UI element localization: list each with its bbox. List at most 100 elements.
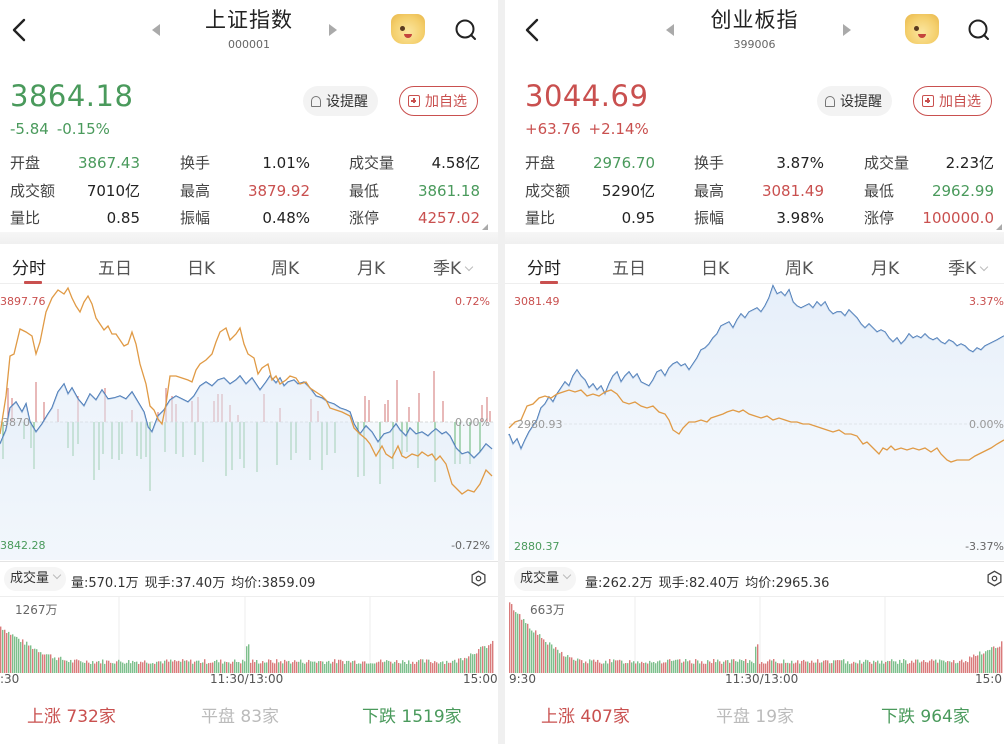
- stat-label: 最低: [864, 182, 895, 200]
- index-title: 上证指数: [205, 8, 293, 32]
- settings-hexagon-icon[interactable]: [470, 570, 487, 587]
- add-watchlist-button[interactable]: 加自选: [913, 86, 992, 116]
- stat-label: 最低: [349, 182, 380, 200]
- back-arrow-icon[interactable]: [8, 14, 32, 46]
- set-alert-label: 设提醒: [326, 94, 368, 110]
- stat-value: 3.87%: [776, 154, 824, 172]
- intraday-chart-canvas: [0, 286, 494, 560]
- current-price: 3044.69: [525, 79, 649, 113]
- next-index-arrow-icon[interactable]: [843, 24, 851, 36]
- stat-value: 5290亿: [601, 182, 655, 200]
- stat-value: 2962.99: [931, 182, 994, 200]
- time-mid: 11:30/13:00: [725, 672, 799, 686]
- tab-daily-k[interactable]: 日K: [701, 259, 730, 279]
- volume-chart[interactable]: 663万: [505, 596, 1004, 673]
- stat-value: 1.01%: [262, 154, 310, 172]
- set-alert-label: 设提醒: [840, 94, 882, 110]
- section-divider: [505, 232, 1004, 244]
- tab-quarterly-label: 季K: [433, 259, 462, 279]
- intraday-chart[interactable]: 3081.49 2980.93 2880.37 3.37% 0.00% -3.3…: [505, 284, 1004, 562]
- stat-label: 换手: [694, 154, 725, 172]
- settings-hexagon-icon[interactable]: [986, 570, 1003, 587]
- mascot-icon[interactable]: [391, 14, 425, 44]
- bell-icon: [825, 95, 835, 107]
- tab-quarterly-k[interactable]: 季K: [948, 254, 989, 279]
- stat-label: 量比: [10, 209, 41, 227]
- tab-quarterly-k[interactable]: 季K: [433, 254, 474, 279]
- stat-value: 3867.43: [77, 154, 140, 172]
- tab-five-day[interactable]: 五日: [98, 259, 132, 279]
- tab-weekly-k[interactable]: 周K: [785, 259, 814, 279]
- set-alert-button[interactable]: 设提醒: [303, 86, 378, 116]
- stat-label: 振幅: [180, 209, 211, 227]
- index-panel-chinext: 创业板指 399006 3044.69 +63.76 +2.14% 设提醒 加自选…: [505, 0, 1004, 744]
- chevron-down-icon: [562, 570, 572, 580]
- tab-monthly-k[interactable]: 月K: [871, 259, 900, 279]
- indicator-select[interactable]: 成交量: [514, 567, 577, 591]
- volume-info: 量:570.1万 现手:37.40万 均价:3859.09: [71, 572, 321, 591]
- volume-max-label: 1267万: [15, 603, 58, 617]
- top-bar: 创业板指 399006: [505, 0, 1004, 62]
- stat-label: 最高: [694, 182, 725, 200]
- pct-axis-mid: 0.00%: [455, 416, 490, 429]
- add-watchlist-button[interactable]: 加自选: [399, 86, 478, 116]
- stat-value: 0.85: [106, 209, 140, 227]
- prev-index-arrow-icon[interactable]: [666, 24, 674, 36]
- price-row: 3044.69 +63.76 +2.14% 设提醒 加自选: [505, 62, 1004, 142]
- prev-index-arrow-icon[interactable]: [152, 24, 160, 36]
- expand-corner-icon[interactable]: [996, 224, 1002, 230]
- index-code: 000001: [228, 38, 270, 51]
- volume-chart[interactable]: 1267万: [0, 596, 498, 673]
- expand-corner-icon[interactable]: [482, 224, 488, 230]
- volume-max-label: 663万: [530, 603, 565, 617]
- unchanged-count: 平盘 83家: [201, 707, 280, 727]
- chart-tabs: 分时 五日 日K 周K 月K 季K: [0, 244, 498, 284]
- tab-five-day[interactable]: 五日: [612, 259, 646, 279]
- stat-value: 7010亿: [86, 182, 140, 200]
- volume-chart-canvas: [509, 597, 1003, 673]
- y-axis-high: 3897.76: [0, 295, 46, 308]
- stat-label: 开盘: [525, 154, 556, 172]
- stat-value: 4257.02: [417, 209, 480, 227]
- price-change: +63.76 +2.14%: [525, 120, 649, 138]
- intraday-chart[interactable]: 3897.76 3870 3842.28 0.72% 0.00% -0.72%: [0, 284, 498, 562]
- unchanged-count: 平盘 19家: [716, 707, 795, 727]
- time-axis: 9:30 11:30/13:00 15:0: [505, 672, 1004, 688]
- stat-label: 量比: [525, 209, 556, 227]
- stat-label: 成交额: [10, 182, 56, 200]
- stat-value: 2.23亿: [945, 154, 994, 172]
- back-arrow-icon[interactable]: [521, 14, 545, 46]
- decliners-count: 下跌 1519家: [362, 707, 462, 727]
- volume-total: 量:262.2万: [585, 576, 653, 591]
- set-alert-button[interactable]: 设提醒: [817, 86, 892, 116]
- top-bar: 上证指数 000001: [0, 0, 498, 62]
- bell-icon: [311, 95, 321, 107]
- market-breadth: 上涨 732家 平盘 83家 下跌 1519家: [0, 688, 498, 740]
- add-watchlist-label: 加自选: [939, 94, 981, 110]
- search-icon[interactable]: [454, 18, 478, 42]
- chevron-down-icon: [52, 570, 62, 580]
- pct-axis-low: -3.37%: [965, 540, 1004, 553]
- mascot-icon[interactable]: [905, 14, 939, 44]
- next-index-arrow-icon[interactable]: [329, 24, 337, 36]
- volume-header: 成交量 量:262.2万 现手:82.40万 均价:2965.36: [505, 562, 1004, 596]
- stat-label: 涨停: [349, 209, 380, 227]
- search-icon[interactable]: [967, 18, 991, 42]
- volume-current: 现手:37.40万: [144, 576, 226, 591]
- price-row: 3864.18 -5.84 -0.15% 设提醒 加自选: [0, 62, 498, 142]
- tab-monthly-k[interactable]: 月K: [357, 259, 386, 279]
- stat-label: 开盘: [10, 154, 41, 172]
- tab-daily-k[interactable]: 日K: [187, 259, 216, 279]
- title-block: 创业板指 399006: [505, 4, 1004, 51]
- change-amount: +63.76: [525, 120, 581, 138]
- indicator-select[interactable]: 成交量: [4, 567, 67, 591]
- stat-value: 2976.70: [592, 154, 655, 172]
- tab-weekly-k[interactable]: 周K: [271, 259, 300, 279]
- index-code: 399006: [733, 38, 776, 51]
- decliners-count: 下跌 964家: [881, 707, 970, 727]
- tab-intraday[interactable]: 分时: [527, 259, 561, 279]
- stat-label: 换手: [180, 154, 211, 172]
- advancers-count: 上涨 732家: [27, 707, 116, 727]
- pct-axis-low: -0.72%: [451, 539, 490, 552]
- tab-intraday[interactable]: 分时: [12, 259, 46, 279]
